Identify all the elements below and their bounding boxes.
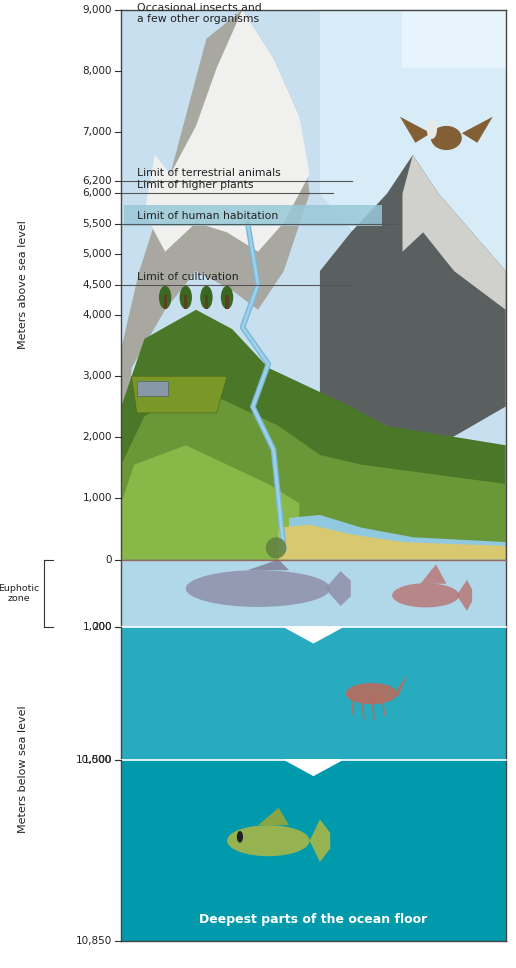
Bar (121, 627, 506, 760)
Text: 10,850: 10,850 (76, 936, 112, 946)
Circle shape (427, 120, 437, 139)
Text: 4,500: 4,500 (83, 280, 112, 289)
Text: Limit of human habitation: Limit of human habitation (137, 211, 278, 221)
Polygon shape (248, 560, 289, 570)
Text: 0: 0 (105, 555, 112, 564)
Polygon shape (258, 807, 289, 825)
Text: Limit of higher plants: Limit of higher plants (137, 180, 253, 190)
Ellipse shape (266, 537, 286, 559)
Polygon shape (121, 387, 506, 560)
Bar (205, 295, 208, 309)
Text: 2,000: 2,000 (83, 433, 112, 442)
Circle shape (159, 286, 171, 309)
Bar (137, 380, 168, 396)
Polygon shape (310, 819, 330, 862)
Text: 9,000: 9,000 (83, 5, 112, 15)
Text: 5,500: 5,500 (83, 219, 112, 228)
Polygon shape (132, 377, 227, 413)
Text: 1,000: 1,000 (83, 622, 112, 632)
Text: 6,200: 6,200 (83, 176, 112, 186)
Bar (121, 10, 506, 560)
Polygon shape (289, 515, 506, 560)
Ellipse shape (227, 825, 310, 856)
Bar (121, 760, 506, 941)
Text: Deepest parts of the ocean floor: Deepest parts of the ocean floor (199, 913, 428, 926)
Polygon shape (144, 10, 310, 252)
Text: Meters below sea level: Meters below sea level (18, 706, 28, 833)
Circle shape (200, 286, 213, 309)
Bar (225, 295, 229, 309)
Circle shape (237, 831, 243, 842)
Text: 8,000: 8,000 (83, 66, 112, 76)
Text: 7,000: 7,000 (83, 127, 112, 136)
Text: 6,000: 6,000 (83, 188, 112, 197)
Bar (184, 295, 187, 309)
Text: 3,000: 3,000 (83, 372, 112, 381)
Polygon shape (402, 155, 506, 310)
Text: Occasional insects and
a few other organisms: Occasional insects and a few other organ… (137, 3, 262, 24)
Text: 1,000: 1,000 (83, 494, 112, 503)
Text: 1,500: 1,500 (83, 755, 112, 765)
Polygon shape (285, 760, 342, 775)
Text: 200: 200 (92, 622, 112, 632)
Ellipse shape (431, 126, 462, 150)
Ellipse shape (346, 683, 397, 705)
Polygon shape (421, 564, 446, 584)
Polygon shape (121, 10, 310, 560)
Polygon shape (279, 525, 506, 560)
Circle shape (180, 286, 192, 309)
Polygon shape (400, 117, 431, 143)
Text: Meters above sea level: Meters above sea level (18, 220, 28, 349)
Text: 10,000: 10,000 (76, 755, 112, 765)
Polygon shape (121, 310, 506, 560)
Circle shape (221, 286, 233, 309)
Text: Limit of terrestrial animals: Limit of terrestrial animals (137, 167, 281, 178)
Bar (121, 560, 506, 627)
Polygon shape (325, 571, 351, 606)
Polygon shape (402, 10, 506, 68)
Polygon shape (462, 117, 493, 143)
Polygon shape (397, 674, 408, 699)
Ellipse shape (392, 583, 459, 608)
Text: Limit of cultivation: Limit of cultivation (137, 272, 238, 282)
Text: Euphotic
zone: Euphotic zone (0, 584, 40, 603)
Polygon shape (320, 155, 506, 560)
Polygon shape (121, 445, 299, 560)
Polygon shape (457, 580, 472, 611)
Bar (164, 295, 167, 309)
Bar (124, 205, 382, 227)
Text: 4,000: 4,000 (83, 310, 112, 320)
Ellipse shape (186, 570, 330, 607)
Polygon shape (320, 10, 506, 310)
Text: 5,000: 5,000 (83, 249, 112, 259)
Polygon shape (285, 627, 342, 643)
